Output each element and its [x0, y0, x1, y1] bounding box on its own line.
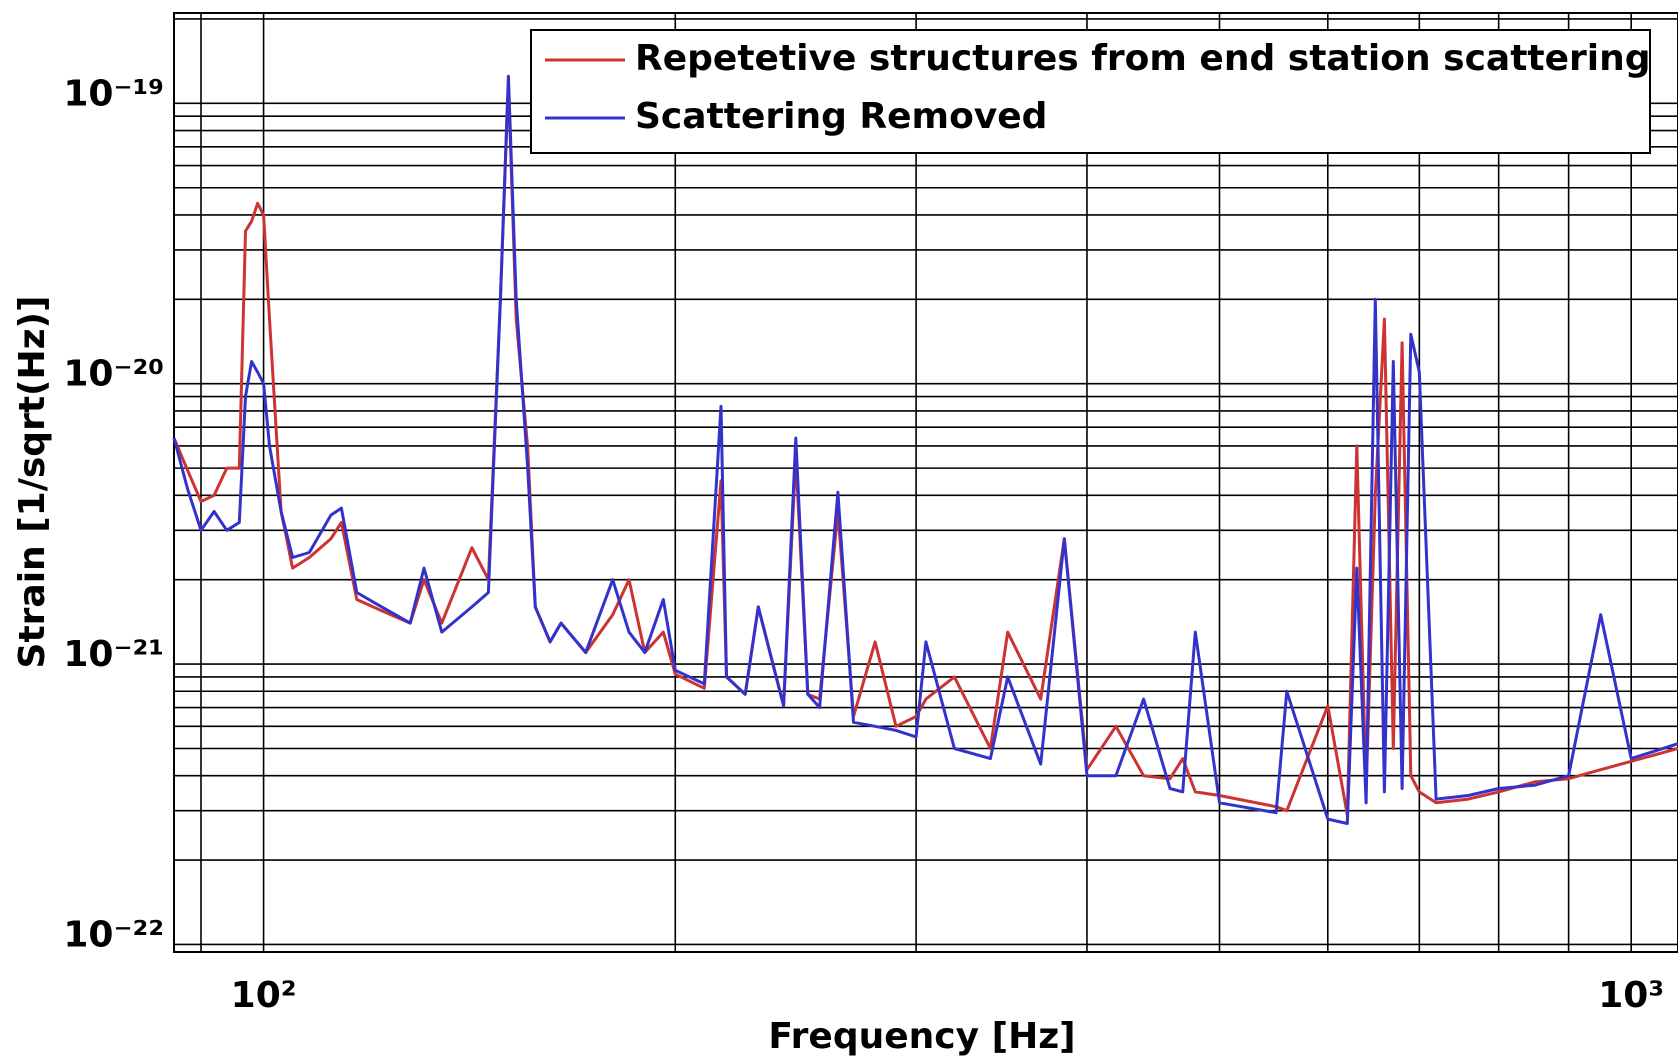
y-tick-label: 10⁻²¹ — [63, 634, 164, 675]
x-axis-label: Frequency [Hz] — [768, 1016, 1075, 1057]
y-tick-label: 10⁻¹⁹ — [63, 73, 164, 114]
y-tick-label: 10⁻²² — [63, 914, 164, 955]
series-line — [172, 74, 1678, 825]
series-line — [172, 79, 1678, 817]
legend-label: Scattering Removed — [635, 96, 1047, 137]
y-axis-label: Strain [1/sqrt(Hz)] — [12, 296, 53, 669]
x-tick-label: 10² — [231, 975, 297, 1016]
plot-frame — [173, 12, 1678, 953]
legend-label: Repetetive structures from end station s… — [635, 38, 1651, 79]
legend-box — [530, 29, 1651, 154]
x-tick-label: 10³ — [1598, 975, 1664, 1016]
y-tick-label: 10⁻²⁰ — [63, 354, 164, 395]
